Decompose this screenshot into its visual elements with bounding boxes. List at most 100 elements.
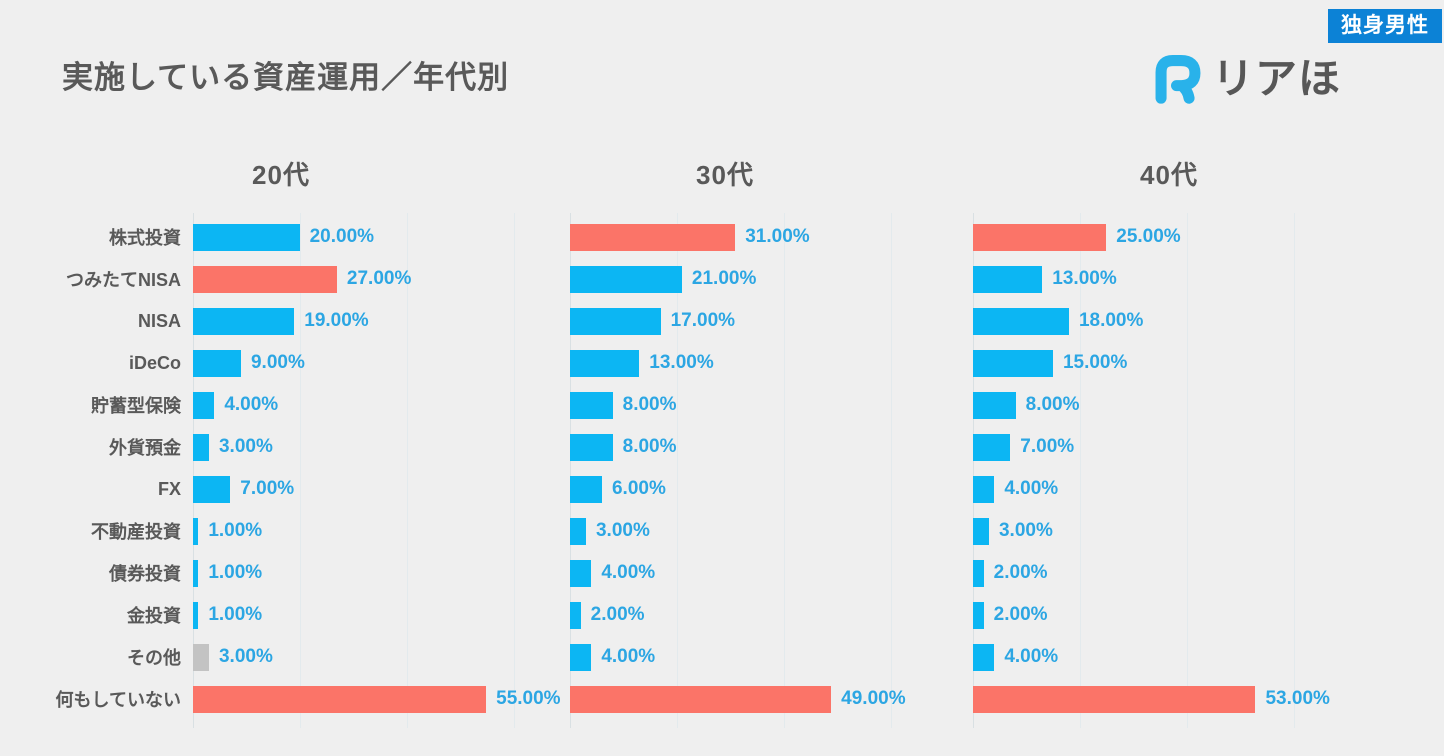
category-label: 債券投資 [109, 564, 181, 584]
bar-cell: 1.00% [193, 552, 570, 594]
bar-value-label: 1.00% [208, 520, 263, 541]
bar [570, 223, 736, 251]
bar [570, 265, 682, 293]
bar-cell: 13.00% [973, 258, 1444, 300]
riaho-r-logo-icon [1155, 55, 1201, 104]
bar-value-label: 9.00% [250, 352, 305, 373]
category-label: 貯蓄型保険 [91, 396, 181, 416]
bar-value-label: 3.00% [218, 646, 273, 667]
bar-value-label: 53.00% [1265, 688, 1330, 709]
bar [570, 391, 613, 419]
bar [193, 685, 487, 713]
bar-value-label: 19.00% [304, 310, 369, 331]
bar-value-label: 17.00% [670, 310, 736, 331]
bar-value-label: 3.00% [595, 520, 650, 541]
bar-cell: 31.00% [570, 216, 973, 258]
bar-value-label: 3.00% [998, 520, 1053, 541]
bar-value-label: 2.00% [993, 604, 1048, 625]
bar-cell: 2.00% [973, 594, 1444, 636]
bar [973, 517, 989, 545]
bar [570, 643, 592, 671]
bar [193, 475, 231, 503]
chart-row: その他 3.00% 4.00% 4.00% [0, 636, 1444, 678]
chart-rows: 株式投資 20.00% 31.00% 25.00% つみたてNISA 27.00% 21.0… [0, 216, 1444, 720]
bar [193, 559, 199, 587]
bar [973, 559, 984, 587]
bar-cell: 9.00% [193, 342, 570, 384]
brand-logo: リアほ [1150, 50, 1341, 108]
bar [193, 391, 215, 419]
bar-cell: 2.00% [973, 552, 1444, 594]
bar-value-label: 3.00% [218, 436, 273, 457]
bar [973, 391, 1016, 419]
category-label: 株式投資 [109, 228, 181, 248]
bar-cell: 8.00% [973, 384, 1444, 426]
chart-row: 外貨預金 3.00% 8.00% 7.00% [0, 426, 1444, 468]
bar-cell: 53.00% [973, 678, 1444, 720]
category-label: 何もしていない [55, 690, 181, 710]
category-label: つみたてNISA [65, 270, 181, 290]
bar-cell: 6.00% [570, 468, 973, 510]
bar-value-label: 7.00% [240, 478, 295, 499]
bar [193, 433, 209, 461]
chart-row: 債券投資 1.00% 4.00% 2.00% [0, 552, 1444, 594]
bar [193, 517, 199, 545]
chart-row: 不動産投資 1.00% 3.00% 3.00% [0, 510, 1444, 552]
category-label: 金投資 [127, 606, 181, 626]
bar-value-label: 15.00% [1062, 352, 1128, 373]
bar-value-label: 2.00% [590, 604, 645, 625]
bar-value-label: 8.00% [1025, 394, 1080, 415]
chart-row: 金投資 1.00% 2.00% 2.00% [0, 594, 1444, 636]
column-header-30s: 30代 [696, 160, 754, 190]
bar-cell: 1.00% [193, 510, 570, 552]
bar [570, 349, 640, 377]
category-label: その他 [127, 648, 181, 668]
bar-value-label: 4.00% [224, 394, 279, 415]
chart-row: つみたてNISA 27.00% 21.00% 13.00% [0, 258, 1444, 300]
bar-value-label: 8.00% [622, 394, 677, 415]
chart-row: NISA 19.00% 17.00% 18.00% [0, 300, 1444, 342]
bar-cell: 8.00% [570, 384, 973, 426]
bar-cell: 8.00% [570, 426, 973, 468]
bar-value-label: 4.00% [1004, 646, 1059, 667]
bar-cell: 25.00% [973, 216, 1444, 258]
bar-value-label: 31.00% [745, 226, 810, 247]
bar-value-label: 7.00% [1020, 436, 1075, 457]
bar [193, 643, 209, 671]
bar-cell: 20.00% [193, 216, 570, 258]
bar-value-label: 18.00% [1078, 310, 1144, 331]
bar-cell: 4.00% [570, 636, 973, 678]
bar-value-label: 2.00% [993, 562, 1048, 583]
bar-value-label: 27.00% [346, 268, 412, 289]
category-label: FX [157, 478, 181, 499]
bar-cell: 4.00% [193, 384, 570, 426]
bar-cell: 13.00% [570, 342, 973, 384]
bar-cell: 7.00% [193, 468, 570, 510]
bar-cell: 3.00% [570, 510, 973, 552]
bar [193, 601, 199, 629]
bar [973, 265, 1043, 293]
bar-value-label: 55.00% [496, 688, 561, 709]
column-header-20s: 20代 [252, 160, 310, 190]
bar-value-label: 4.00% [601, 646, 656, 667]
bar [570, 685, 832, 713]
bar-value-label: 4.00% [1004, 478, 1059, 499]
bar-cell: 3.00% [973, 510, 1444, 552]
gridlines-30s [570, 213, 892, 728]
bar-cell: 49.00% [570, 678, 973, 720]
bar [193, 349, 241, 377]
bar-cell: 15.00% [973, 342, 1444, 384]
bar-value-label: 1.00% [208, 604, 263, 625]
page-title: 実施している資産運用／年代別 [62, 60, 510, 95]
category-label: iDeCo [128, 352, 181, 373]
category-label: 不動産投資 [91, 522, 181, 542]
bar-value-label: 20.00% [309, 226, 375, 247]
bar-cell: 4.00% [570, 552, 973, 594]
bar-cell: 19.00% [193, 300, 570, 342]
category-label: NISA [137, 310, 181, 331]
bar [973, 223, 1107, 251]
bar-value-label: 25.00% [1116, 226, 1181, 247]
bar-cell: 27.00% [193, 258, 570, 300]
bar [973, 307, 1069, 335]
